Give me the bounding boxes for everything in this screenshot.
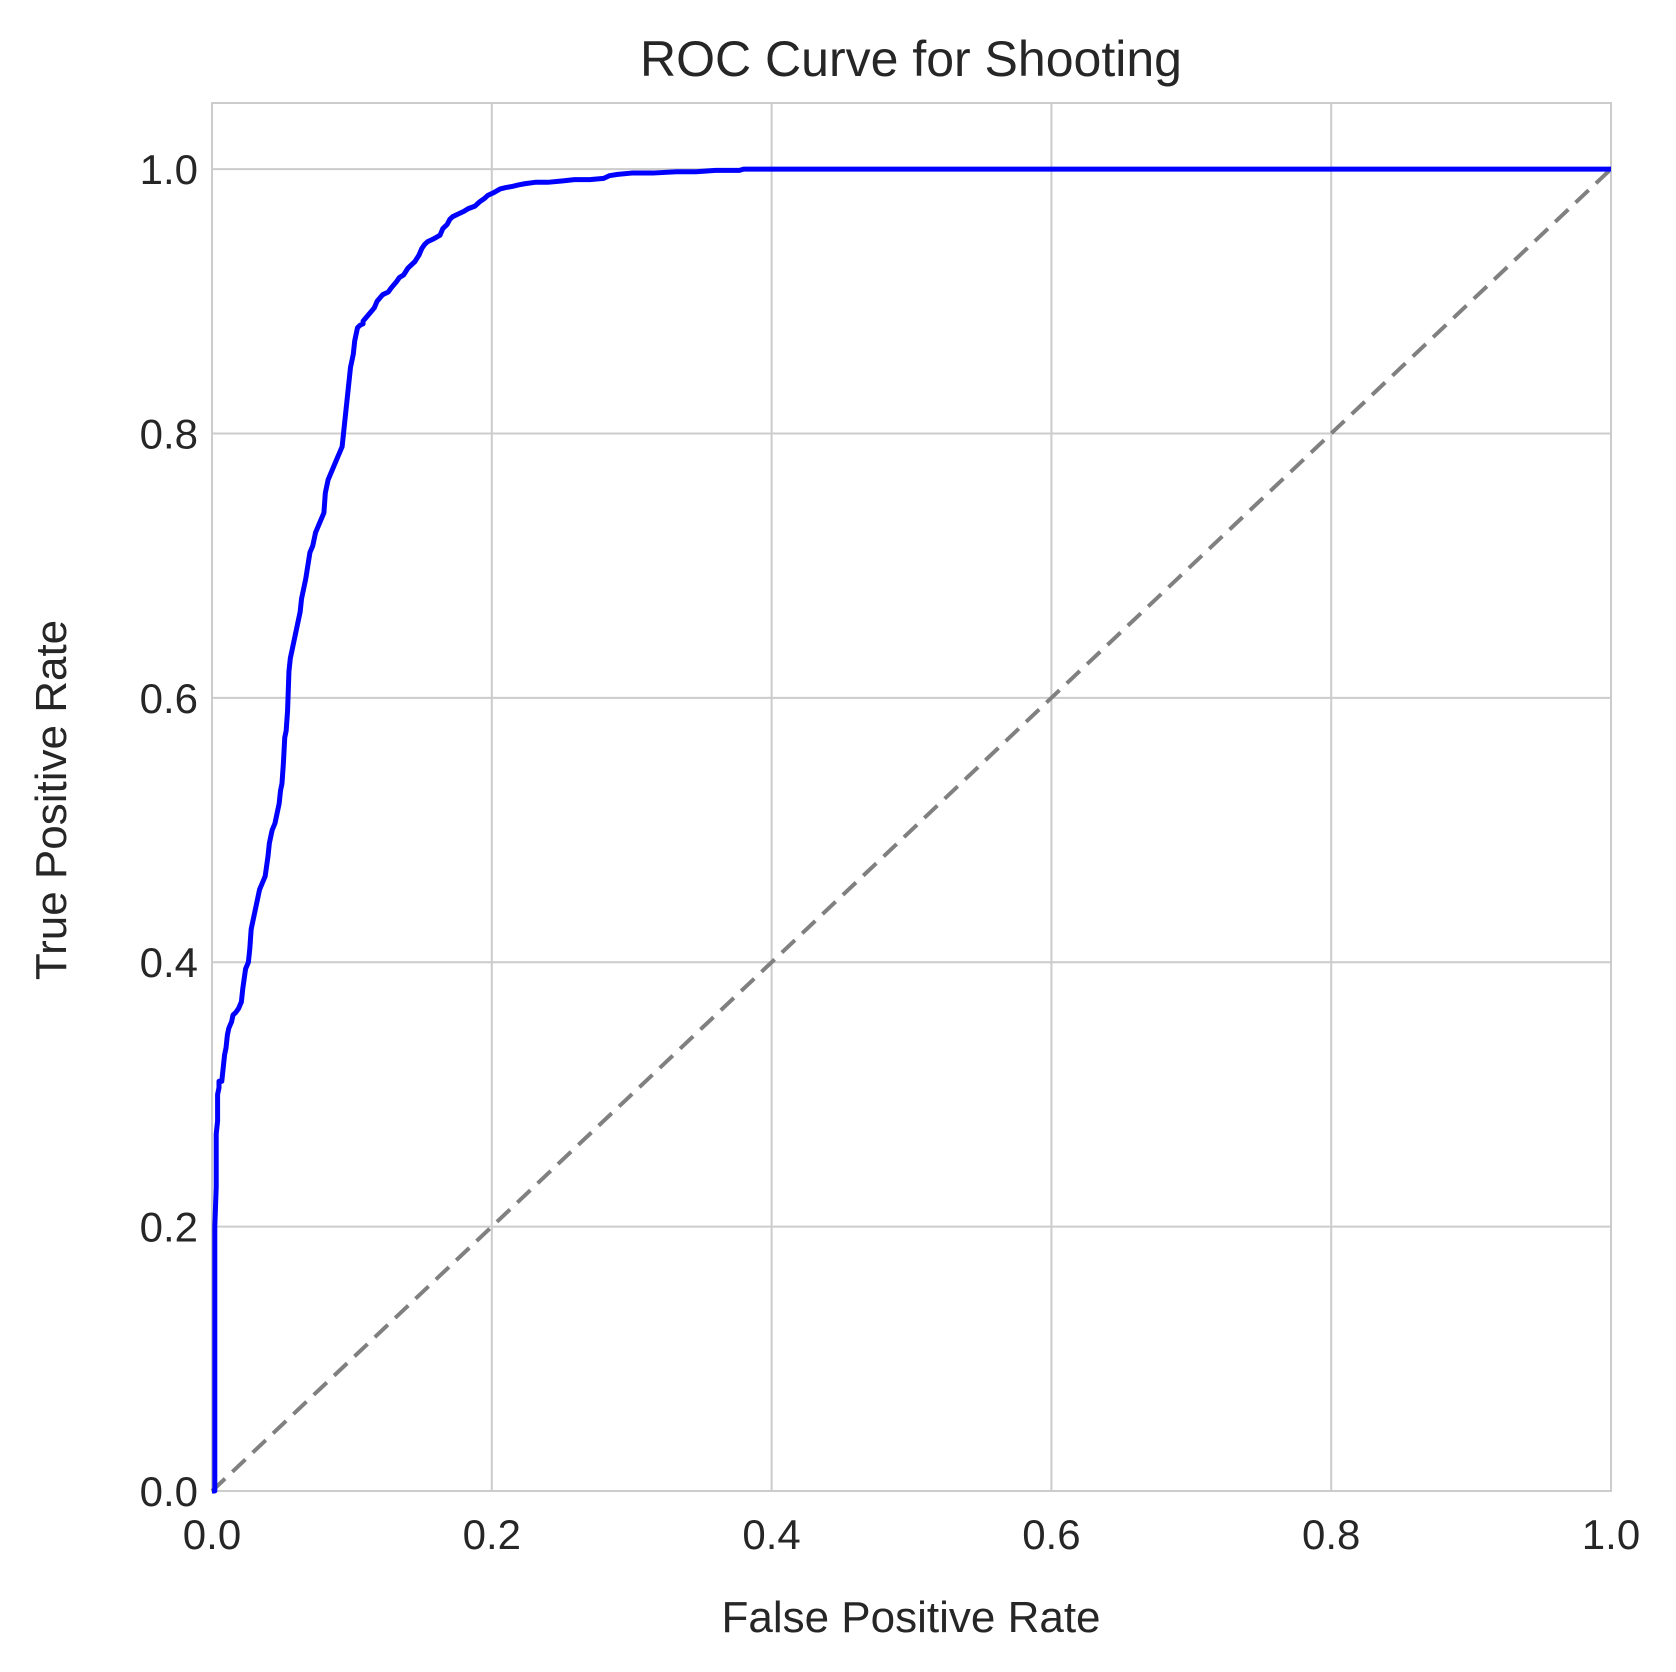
y-tick-label: 1.0 <box>140 146 198 193</box>
x-tick-label: 0.2 <box>463 1511 521 1558</box>
plot-frame <box>211 102 1612 1492</box>
reference-diagonal-line <box>210 167 1613 1493</box>
x-tick-label: 0.4 <box>742 1511 800 1558</box>
y-tick-label: 0.6 <box>140 675 198 722</box>
y-tick-label: 0.2 <box>140 1204 198 1251</box>
x-tick-label: 0.0 <box>183 1511 241 1558</box>
x-tick-label: 1.0 <box>1582 1511 1640 1558</box>
chart-title: ROC Curve for Shooting <box>640 31 1182 87</box>
series-group <box>210 166 1613 1494</box>
y-tick-label: 0.0 <box>140 1468 198 1515</box>
x-axis-label: False Positive Rate <box>721 1593 1100 1642</box>
tick-labels: 0.0 0.2 0.4 0.6 0.8 1.0 0.0 0.2 0.4 0.6 0.8 1.0 <box>140 146 1641 1558</box>
roc-curve-line <box>212 166 1611 1494</box>
y-axis-label: True Positive Rate <box>27 620 76 980</box>
y-tick-label: 0.4 <box>140 939 198 986</box>
y-tick-label: 0.8 <box>140 410 198 457</box>
x-tick-label: 0.6 <box>1022 1511 1080 1558</box>
x-tick-label: 0.8 <box>1302 1511 1360 1558</box>
